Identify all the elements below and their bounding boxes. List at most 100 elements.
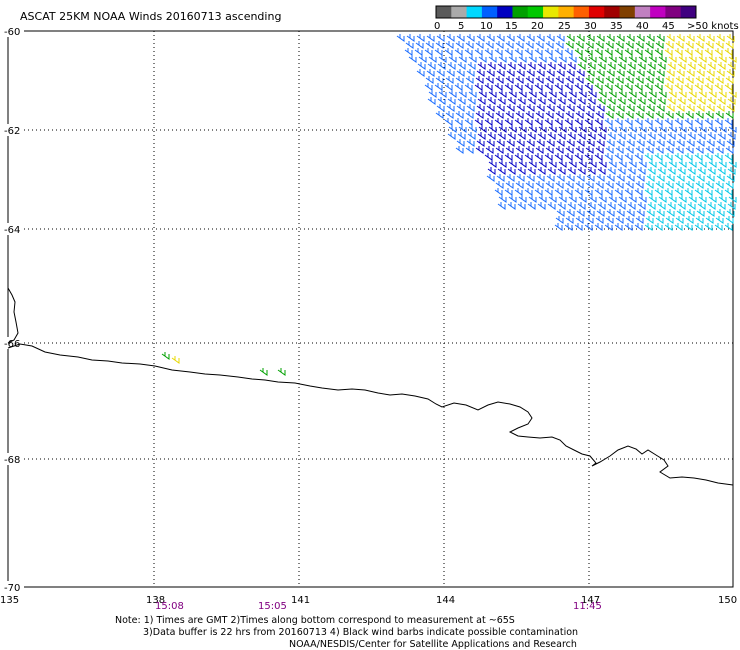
wind-barb: [637, 62, 646, 70]
wind-barb: [635, 181, 644, 189]
wind-barb: [406, 34, 415, 42]
wind-barb: [616, 139, 625, 147]
wind-barb: [488, 125, 497, 133]
wind-barb: [444, 118, 453, 126]
wind-barb: [504, 188, 513, 196]
wind-barb: [545, 76, 554, 84]
wind-barb: [574, 48, 583, 56]
wind-barb: [705, 76, 714, 84]
wind-barb: [527, 202, 536, 210]
wind-barb: [657, 167, 666, 175]
wind-barb: [427, 62, 436, 70]
wind-barb: [578, 125, 587, 133]
wind-barb: [715, 216, 724, 224]
wind-barb: [428, 55, 437, 63]
wind-barb: [446, 69, 455, 77]
wind-barb: [548, 55, 557, 63]
wind-barb: [684, 188, 693, 196]
wind-barb: [454, 83, 463, 91]
wind-barb: [678, 90, 687, 98]
wind-barb: [436, 34, 445, 42]
wind-barb: [694, 188, 703, 196]
wind-barb: [644, 83, 653, 91]
legend-tick: 10: [480, 21, 493, 32]
wind-barb: [594, 118, 603, 126]
wind-barb: [455, 146, 464, 154]
wind-barb: [554, 48, 563, 56]
wind-barb: [516, 104, 525, 112]
wind-barb: [416, 69, 425, 77]
wind-barb: [527, 62, 536, 70]
pass-times: 15:08 15:05 11:45: [155, 601, 602, 612]
wind-barb: [518, 55, 527, 63]
wind-barb: [637, 167, 646, 175]
wind-barb: [577, 132, 586, 140]
wind-barb: [675, 216, 684, 224]
wind-barb: [596, 139, 605, 147]
wind-barb: [647, 202, 656, 210]
lon-label: 138: [146, 595, 165, 606]
lon-label: 150: [718, 595, 737, 606]
wind-barb: [575, 181, 584, 189]
wind-barb: [664, 223, 673, 231]
wind-barb: [555, 181, 564, 189]
wind-barb: [476, 69, 485, 77]
wind-barb: [556, 209, 565, 217]
legend-tick: 45: [662, 21, 675, 32]
wind-barb: [675, 76, 684, 84]
wind-barb: [645, 181, 654, 189]
wind-barb: [708, 195, 717, 203]
legend-color-swatch: [588, 6, 605, 18]
wind-barb: [664, 83, 673, 91]
wind-barb: [578, 195, 587, 203]
wind-barb: [685, 146, 694, 154]
wind-barb: [494, 83, 503, 91]
wind-barb: [506, 69, 515, 77]
wind-barb: [677, 97, 686, 105]
wind-barb: [595, 216, 604, 224]
wind-barb: [597, 167, 606, 175]
wind-barb: [277, 368, 286, 376]
wind-barb: [465, 76, 474, 84]
wind-barb: [606, 104, 615, 112]
wind-barb: [628, 160, 637, 168]
legend-color-swatch: [527, 6, 544, 18]
wind-barb: [655, 146, 664, 154]
wind-barb: [648, 195, 657, 203]
wind-barb: [664, 188, 673, 196]
wind-barb: [645, 216, 654, 224]
wind-barb: [614, 83, 623, 91]
wind-barb: [615, 146, 624, 154]
wind-barb: [665, 76, 674, 84]
wind-barb: [447, 62, 456, 70]
wind-barb: [638, 90, 647, 98]
wind-barb: [728, 125, 737, 133]
wind-barb: [567, 202, 576, 210]
wind-barb: [537, 202, 546, 210]
wind-barb: [564, 223, 573, 231]
wind-barb: [524, 118, 533, 126]
legend-color-swatch: [481, 6, 498, 18]
wind-barb: [577, 202, 586, 210]
wind-barb: [605, 41, 614, 49]
wind-barb: [675, 146, 684, 154]
wind-barb: [426, 34, 435, 42]
wind-barb: [616, 69, 625, 77]
wind-barb: [594, 48, 603, 56]
wind-barb: [707, 97, 716, 105]
wind-barb: [656, 209, 665, 217]
wind-barb: [628, 195, 637, 203]
wind-barb: [596, 34, 605, 42]
wind-barb: [626, 209, 635, 217]
wind-barb: [696, 34, 705, 42]
wind-barb: [625, 76, 634, 84]
wind-barb: [606, 209, 615, 217]
wind-barb: [588, 195, 597, 203]
wind-barb: [504, 48, 513, 56]
wind-barb: [537, 167, 546, 175]
legend-color-swatch: [604, 6, 621, 18]
wind-barb: [594, 223, 603, 231]
wind-barb: [536, 174, 545, 182]
wind-barb: [546, 104, 555, 112]
wind-barb: [605, 181, 614, 189]
